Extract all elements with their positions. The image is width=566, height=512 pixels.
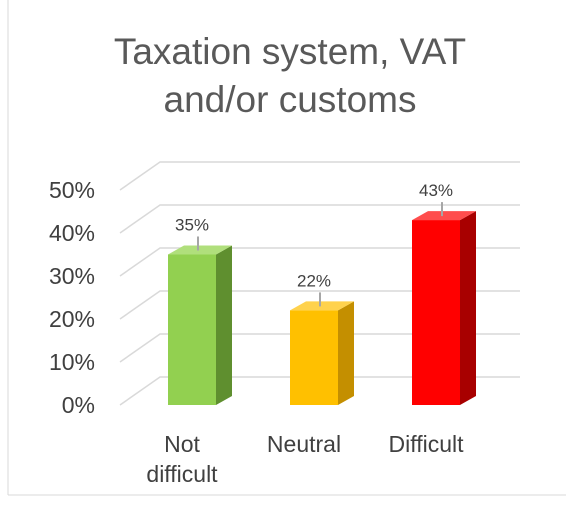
- bar: [168, 245, 232, 405]
- gridline: [119, 376, 520, 406]
- bar-side-face: [460, 211, 476, 405]
- bar-front-face: [290, 310, 338, 405]
- x-axis-tick-labels: Not difficult Neutral Difficult: [146, 431, 464, 487]
- bar-top-face: [412, 211, 476, 221]
- y-tick-label: 10%: [49, 349, 95, 375]
- x-tick-label: difficult: [146, 461, 218, 487]
- y-axis-tick-labels: 0% 10% 20% 30% 40% 50%: [49, 177, 95, 418]
- bar-side-face: [216, 245, 232, 405]
- chart-title-line: Taxation system, VAT: [114, 31, 466, 72]
- gridline: [119, 333, 520, 363]
- gridline: [119, 204, 520, 234]
- chart-title-line: and/or customs: [164, 79, 417, 120]
- bar-front-face: [412, 220, 460, 405]
- bar-side-face: [338, 301, 354, 405]
- data-labels: 35% 22% 43%: [175, 181, 453, 307]
- gridlines: [119, 161, 520, 406]
- x-tick-label: Difficult: [389, 431, 465, 457]
- y-tick-label: 50%: [49, 177, 95, 203]
- bar-top-face: [168, 245, 232, 255]
- chart-title: Taxation system, VAT and/or customs: [114, 31, 466, 120]
- y-tick-label: 0%: [62, 392, 95, 418]
- data-label: 35%: [175, 216, 209, 235]
- chart-frame-lines: [7, 0, 566, 496]
- data-label: 43%: [419, 181, 453, 200]
- gridline: [119, 161, 520, 191]
- y-tick-label: 40%: [49, 220, 95, 246]
- y-tick-label: 20%: [49, 306, 95, 332]
- x-tick-label: Neutral: [267, 431, 341, 457]
- bar-front-face: [168, 254, 216, 405]
- gridline: [119, 290, 520, 320]
- bar-top-face: [290, 301, 354, 311]
- bar: [412, 211, 476, 405]
- x-tick-label: Not: [164, 431, 200, 457]
- bar: [290, 301, 354, 405]
- gridline: [119, 247, 520, 277]
- y-tick-label: 30%: [49, 263, 95, 289]
- bars: [168, 211, 476, 405]
- data-label: 22%: [297, 271, 331, 290]
